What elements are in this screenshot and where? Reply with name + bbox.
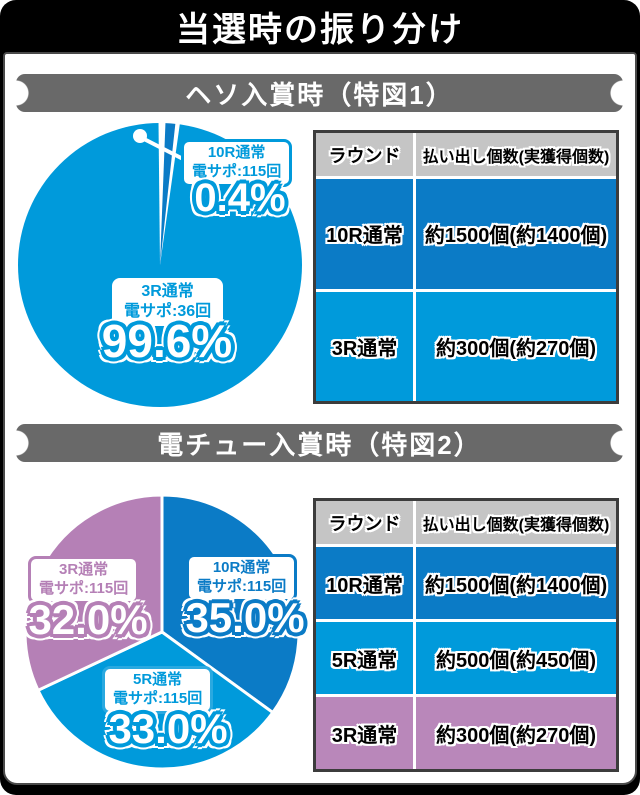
table-row: 5R通常 約500個(約450個): [316, 619, 616, 694]
pie1-pct-3r: 99.6%: [101, 315, 233, 367]
pie1-slice-label-10r: 10R通常 電サポ:115回: [181, 139, 293, 187]
pie1-slice-label-3r-line1: 3R通常: [141, 283, 194, 300]
payout-table-2: ラウンド 払い出し個数(実獲得個数) 10R通常 約1500個(約1400個) 5R通常…: [313, 498, 619, 772]
pie2-slice-label-10r-line2: 電サポ:115回: [197, 577, 287, 595]
pie1-slice-label-3r-line2: 電サポ:36回: [124, 303, 212, 320]
pie2-slice-label-5r-line1: 5R通常: [133, 671, 183, 688]
pie1-slice-label-10r-line1: 10R通常: [207, 144, 266, 161]
pie2-slice-label-3r-line2: 電サポ:115回: [39, 579, 129, 597]
cell-round: 10R通常: [316, 547, 416, 619]
pie-chart-heso: [18, 122, 302, 407]
table-row: 3R通常 約300個(約270個): [316, 694, 616, 769]
column-header-payout: 払い出し個数(実獲得個数): [422, 516, 610, 534]
pie1-slice-label-10r-line2: 電サポ:115回: [192, 162, 282, 180]
table-row: 10R通常 約1500個(約1400個): [316, 544, 616, 619]
cell-payout: 約300個(約270個): [435, 337, 597, 360]
section1-heading: ヘソ入賞時（特図1）: [16, 74, 623, 112]
cell-round: 10R通常: [316, 179, 416, 289]
pie2-slice-label-5r-line2: 電サポ:115回: [113, 689, 203, 707]
payout-table-1: ラウンド 払い出し個数(実獲得個数) 10R通常 約1500個(約1400個) 3R通常…: [313, 130, 619, 404]
column-header-payout: 払い出し個数(実獲得個数): [422, 148, 610, 166]
pie2-pct-5r: 33.0%: [108, 705, 228, 752]
pie2-slice-label-3r-line1: 3R通常: [59, 561, 109, 578]
pie1-slice-label-3r: 3R通常 電サポ:36回: [112, 278, 224, 326]
cell-payout: 約500個(約450個): [435, 649, 597, 672]
section2-heading: 電チュー入賞時（特図2）: [16, 424, 623, 462]
column-header-round: ラウンド: [316, 501, 416, 544]
pie2-slice-label-3r: 3R通常 電サポ:115回: [28, 556, 140, 604]
pie2-pct-3r: 32.0%: [28, 596, 148, 643]
cell-payout: 約300個(約270個): [435, 724, 597, 747]
cell-round: 3R通常: [316, 291, 416, 401]
page-title: 当選時の振り分け: [176, 10, 464, 49]
pie2-slice-label-10r-line1: 10R通常: [212, 559, 271, 576]
cell-payout: 約1500個(約1400個): [424, 225, 608, 248]
pie2-slice-label-5r: 5R通常 電サポ:115回: [102, 666, 214, 714]
pie2-pct-10r: 35.0%: [185, 594, 305, 641]
column-header-round: ラウンド: [316, 133, 416, 176]
pie1-leader-line: [143, 137, 188, 163]
pie1-pct-10r: 0.4%: [194, 176, 286, 220]
cell-payout: 約1500個(約1400個): [424, 574, 608, 597]
pie1-leader-dot: [133, 129, 147, 143]
table-header-row: ラウンド 払い出し個数(実獲得個数): [316, 501, 616, 544]
table-header-row: ラウンド 払い出し個数(実獲得個数): [316, 133, 616, 176]
table-row: 3R通常 約300個(約270個): [316, 288, 616, 401]
pie2-slice-label-10r: 10R通常 電サポ:115回: [186, 554, 298, 602]
pie1-slice-10r: [160, 123, 176, 265]
cell-round: 5R通常: [316, 622, 416, 694]
cell-round: 3R通常: [316, 697, 416, 769]
table-row: 10R通常 約1500個(約1400個): [316, 176, 616, 289]
